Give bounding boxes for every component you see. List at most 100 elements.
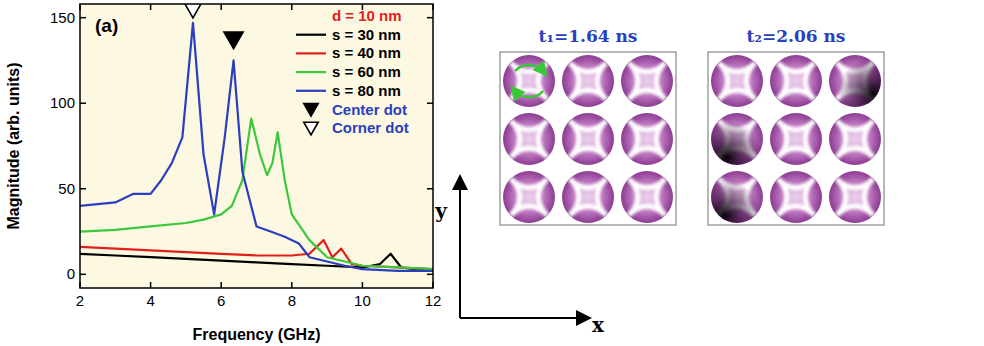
panel-label: (a) bbox=[95, 15, 118, 36]
plot-frame bbox=[80, 4, 433, 288]
dot-swirl bbox=[610, 102, 684, 176]
x-tick bbox=[150, 282, 152, 288]
dot-pattern bbox=[759, 160, 833, 234]
x-tick bbox=[291, 4, 293, 10]
dot-swirl bbox=[610, 44, 684, 118]
dot-swirl bbox=[492, 160, 566, 234]
dot-swirl bbox=[610, 160, 684, 234]
x-tick-label: 10 bbox=[354, 292, 371, 309]
x-direction-label: x bbox=[592, 313, 605, 337]
plot-lines bbox=[80, 4, 433, 271]
x-tick-label: 8 bbox=[288, 292, 296, 309]
dot-pattern bbox=[492, 160, 566, 234]
dot bbox=[759, 160, 833, 234]
dot bbox=[759, 102, 833, 176]
dot-pattern bbox=[700, 160, 774, 234]
dot-swirl bbox=[818, 44, 892, 118]
y-tick bbox=[80, 188, 86, 190]
dot-swirl bbox=[551, 44, 625, 118]
plot-background bbox=[80, 4, 433, 288]
x-tick-label: 2 bbox=[76, 292, 84, 309]
y-tick bbox=[80, 102, 86, 104]
x-tick bbox=[150, 4, 152, 10]
annotation: d = 10 nm bbox=[332, 7, 402, 24]
legend-entry: s = 40 nm bbox=[332, 44, 401, 61]
x-tick bbox=[220, 282, 222, 288]
dot-swirl bbox=[818, 160, 892, 234]
dot-pattern bbox=[818, 102, 892, 176]
x-tick bbox=[220, 4, 222, 10]
dot-pattern bbox=[700, 44, 774, 118]
rotation-arrow bbox=[515, 65, 543, 71]
panel-title: t₂=2.06 ns bbox=[747, 26, 846, 46]
dot bbox=[610, 160, 684, 234]
dot bbox=[610, 102, 684, 176]
rotation-arrow bbox=[515, 91, 543, 97]
dot-pattern bbox=[492, 102, 566, 176]
peak-marker bbox=[183, 4, 202, 18]
dot-disk bbox=[711, 113, 763, 165]
dot bbox=[492, 44, 566, 118]
y-tick bbox=[427, 188, 433, 190]
dot bbox=[759, 44, 833, 118]
dot-swirl bbox=[700, 102, 774, 176]
x-tick bbox=[291, 282, 293, 288]
legend-entry: Corner dot bbox=[332, 119, 409, 136]
dot-disk bbox=[711, 171, 763, 223]
dot-pattern bbox=[759, 102, 833, 176]
legend-marker bbox=[304, 104, 318, 117]
series-line bbox=[80, 23, 433, 271]
legend-entry: s = 80 nm bbox=[332, 82, 401, 99]
legend-entry: s = 30 nm bbox=[332, 26, 401, 43]
dot-shade bbox=[711, 171, 763, 223]
dot bbox=[818, 160, 892, 234]
dot-pattern bbox=[551, 44, 625, 118]
dot-pattern bbox=[551, 102, 625, 176]
dot-pattern bbox=[492, 44, 566, 118]
x-axis-label: Frequency (GHz) bbox=[192, 326, 320, 343]
y-tick bbox=[427, 274, 433, 276]
dot bbox=[551, 44, 625, 118]
dot bbox=[492, 160, 566, 234]
dot-shade bbox=[829, 55, 881, 107]
y-tick-label: 0 bbox=[67, 265, 75, 282]
dot-swirl bbox=[759, 102, 833, 176]
dot-swirl bbox=[759, 44, 833, 118]
y-tick-label: 150 bbox=[50, 9, 75, 26]
dot-pattern bbox=[610, 102, 684, 176]
dot-shade bbox=[711, 113, 763, 165]
dot-swirl bbox=[759, 160, 833, 234]
legend-swatch bbox=[296, 34, 326, 36]
dot-pattern bbox=[818, 160, 892, 234]
dot bbox=[551, 102, 625, 176]
x-direction-arrow bbox=[460, 317, 584, 319]
dot bbox=[700, 160, 774, 234]
dot bbox=[700, 102, 774, 176]
legend-swatch bbox=[296, 90, 326, 92]
dot-pattern bbox=[551, 160, 625, 234]
dot-swirl bbox=[551, 102, 625, 176]
y-tick bbox=[427, 17, 433, 19]
dot-swirl bbox=[492, 44, 566, 118]
dot bbox=[551, 160, 625, 234]
y-direction-label: y bbox=[434, 199, 448, 223]
series-line bbox=[80, 240, 433, 269]
dot-swirl bbox=[700, 160, 774, 234]
dot-disk bbox=[829, 55, 881, 107]
legend-marker bbox=[304, 122, 318, 135]
dot bbox=[818, 44, 892, 118]
legend-entry: Center dot bbox=[332, 101, 407, 118]
x-tick bbox=[362, 282, 364, 288]
y-tick bbox=[80, 17, 86, 19]
y-tick-label: 50 bbox=[58, 180, 75, 197]
panel-title: t₁=1.64 ns bbox=[539, 26, 638, 46]
dot bbox=[610, 44, 684, 118]
dot-pattern bbox=[818, 44, 892, 118]
dot-swirl bbox=[492, 102, 566, 176]
dot bbox=[818, 102, 892, 176]
y-tick bbox=[80, 274, 86, 276]
dot-pattern bbox=[759, 44, 833, 118]
dot-swirl bbox=[551, 160, 625, 234]
dot-swirl bbox=[818, 102, 892, 176]
y-axis-label: Magnitude (arb. units) bbox=[5, 62, 22, 229]
